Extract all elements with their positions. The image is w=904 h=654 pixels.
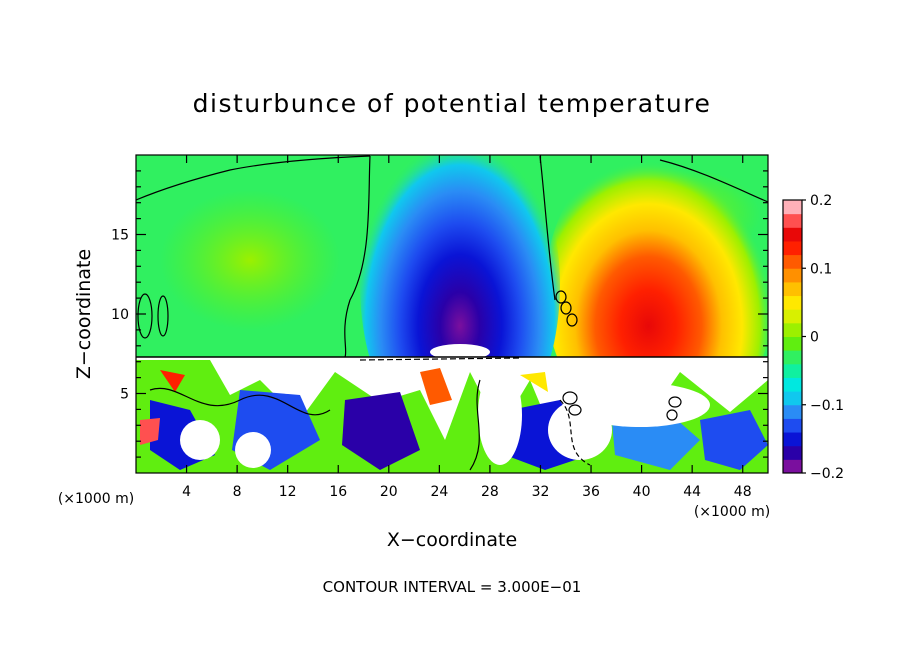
x-tick-label: 32: [532, 484, 550, 500]
colorbar-swatch: [783, 200, 802, 215]
x-tick-label: 12: [279, 484, 297, 500]
y-axis-label: Z−coordinate: [73, 249, 95, 379]
colorbar-swatch: [783, 213, 802, 228]
colorbar-tick-label: −0.2: [810, 466, 844, 482]
colorbar-swatch: [783, 391, 802, 406]
colorbar-tick-label: −0.1: [810, 398, 844, 414]
x-unit-label-right: (×1000 m): [694, 504, 770, 520]
colorbar-swatch: [783, 295, 802, 310]
x-tick-label: 4: [182, 484, 191, 500]
colorbar-swatch: [783, 322, 802, 337]
chart-title: disturbunce of potential temperature: [193, 89, 712, 118]
x-tick-label: 48: [734, 484, 752, 500]
x-tick-label: 24: [430, 484, 448, 500]
x-tick-label: 28: [481, 484, 499, 500]
colorbar-swatch: [783, 336, 802, 351]
heatmap-field: [136, 155, 768, 473]
x-tick-label: 20: [380, 484, 398, 500]
y-tick-label: 15: [111, 228, 129, 244]
colorbar: 0.2 0.1 0 −0.1 −0.2: [782, 193, 844, 482]
colorbar-swatch: [783, 227, 802, 242]
colorbar-swatch: [783, 281, 802, 297]
y-tick-label: 5: [120, 387, 129, 403]
colorbar-tick-label: 0: [810, 330, 819, 346]
colorbar-swatch: [783, 445, 802, 460]
colorbar-swatch: [783, 404, 802, 419]
x-tick-label: 44: [683, 484, 701, 500]
x-unit-label-left: (×1000 m): [58, 491, 134, 507]
colorbar-swatch: [783, 363, 802, 378]
colorbar-swatch: [783, 268, 802, 283]
colorbar-swatch: [783, 432, 802, 447]
x-tick-label: 36: [582, 484, 600, 500]
x-tick-label: 16: [329, 484, 347, 500]
colorbar-tick-label: 0.1: [810, 261, 832, 277]
colorbar-swatch: [783, 377, 802, 392]
colorbar-swatch: [783, 418, 802, 433]
colorbar-swatch: [783, 459, 802, 474]
colorbar-swatch: [783, 254, 802, 269]
colorbar-swatch: [783, 309, 802, 324]
colorbar-swatch: [783, 240, 802, 256]
contour-interval-note: CONTOUR INTERVAL = 3.000E−01: [323, 578, 582, 596]
y-tick-label: 10: [111, 307, 129, 323]
colorbar-tick-label: 0.2: [810, 193, 832, 209]
x-tick-label: 40: [633, 484, 651, 500]
x-tick-label: 8: [233, 484, 242, 500]
colorbar-swatch: [783, 350, 802, 365]
x-axis-label: X−coordinate: [387, 529, 517, 551]
